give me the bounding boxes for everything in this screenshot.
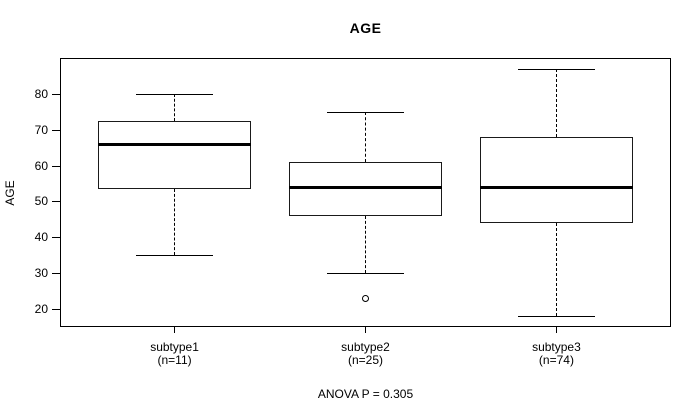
y-tick-label: 80 — [34, 86, 48, 101]
whisker-cap-high-subtype1 — [136, 93, 213, 95]
anova-annotation: ANOVA P = 0.305 — [317, 387, 414, 400]
x-tick-subtype3 — [555, 327, 557, 333]
x-label-name: subtype3 — [532, 340, 581, 354]
x-label-subtype1: subtype1 (n=11) — [105, 341, 245, 367]
y-tick — [52, 201, 60, 203]
whisker-upper-subtype3 — [555, 68, 557, 137]
whisker-lower-subtype3 — [555, 222, 557, 317]
y-tick — [52, 309, 60, 311]
whisker-cap-low-subtype3 — [518, 316, 595, 318]
x-label-count: (n=11) — [157, 353, 192, 367]
median-line-subtype3 — [480, 185, 633, 189]
whisker-lower-subtype2 — [365, 215, 366, 274]
boxplot-box-subtype3 — [480, 136, 633, 223]
outlier-point-subtype2 — [362, 294, 369, 302]
x-label-subtype3: subtype3 (n=74) — [486, 341, 626, 367]
y-tick-label: 40 — [34, 230, 48, 245]
whisker-lower-subtype1 — [174, 188, 176, 256]
whisker-cap-low-subtype1 — [136, 255, 213, 257]
median-line-subtype1 — [98, 142, 251, 146]
x-label-count: (n=25) — [347, 353, 384, 367]
y-tick — [52, 129, 60, 131]
median-line-subtype2 — [289, 185, 442, 189]
y-tick — [52, 237, 60, 239]
chart-title: AGE — [349, 20, 382, 36]
whisker-cap-high-subtype3 — [518, 68, 595, 70]
y-tick-label: 20 — [34, 302, 48, 317]
y-tick — [52, 93, 60, 95]
x-label-name: subtype2 — [341, 340, 390, 354]
y-tick-label: 60 — [34, 158, 48, 173]
boxplot-box-subtype2 — [289, 162, 442, 216]
y-tick-label: 50 — [34, 194, 48, 209]
whisker-upper-subtype2 — [365, 111, 366, 162]
whisker-upper-subtype1 — [174, 93, 176, 121]
whisker-cap-high-subtype2 — [327, 111, 404, 113]
x-tick-subtype2 — [365, 327, 366, 333]
x-label-subtype2: subtype2 (n=25) — [296, 341, 436, 367]
x-tick-subtype1 — [174, 327, 176, 333]
x-label-name: subtype1 — [150, 340, 199, 354]
y-tick-label: 70 — [34, 122, 48, 137]
y-tick-label: 30 — [34, 266, 48, 281]
whisker-cap-low-subtype2 — [327, 273, 404, 275]
boxplot-box-subtype1 — [98, 120, 251, 189]
y-axis-label: AGE — [3, 180, 17, 206]
y-tick — [52, 273, 60, 275]
x-label-count: (n=74) — [538, 353, 574, 367]
y-tick — [52, 165, 60, 167]
